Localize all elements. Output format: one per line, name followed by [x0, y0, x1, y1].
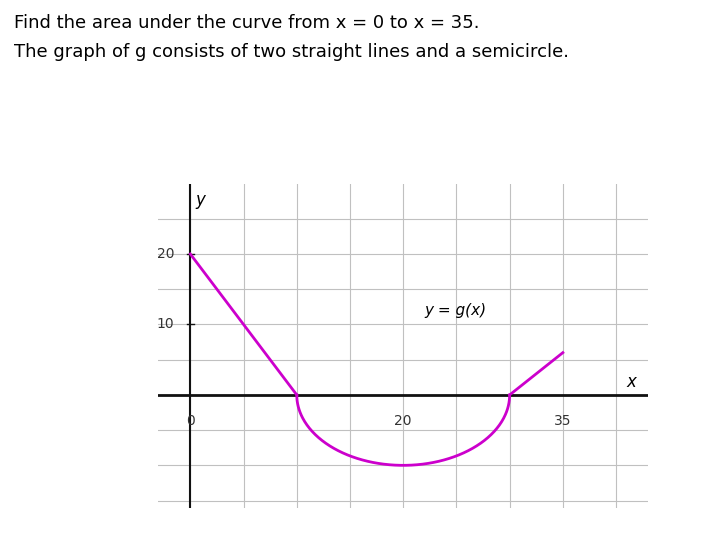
Text: 0: 0 — [186, 414, 194, 428]
Text: The graph of g consists of two straight lines and a semicircle.: The graph of g consists of two straight … — [14, 43, 570, 61]
Text: 10: 10 — [157, 318, 174, 332]
Text: x: x — [626, 373, 636, 392]
Text: 35: 35 — [554, 414, 572, 428]
Text: y: y — [196, 191, 205, 208]
Text: y = g(x): y = g(x) — [425, 303, 487, 318]
Text: Find the area under the curve from x = 0 to x = 35.: Find the area under the curve from x = 0… — [14, 14, 480, 31]
Text: 20: 20 — [395, 414, 412, 428]
Text: 20: 20 — [157, 247, 174, 261]
